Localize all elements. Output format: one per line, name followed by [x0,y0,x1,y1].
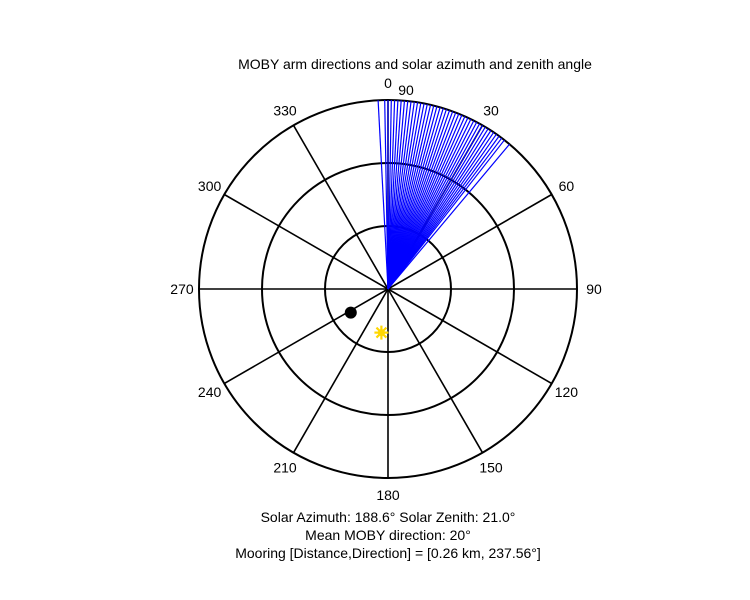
footer-solar-line: Solar Azimuth: 188.6° Solar Zenith: 21.0… [261,509,516,525]
spoke-300 [223,193,389,290]
solar-core [377,329,385,337]
spoke-330 [292,124,389,290]
chart-title: MOBY arm directions and solar azimuth an… [238,56,592,72]
angle-label-60: 60 [559,178,575,194]
mooring-marker [344,306,357,319]
spoke-210 [292,288,389,454]
spoke-120 [387,288,553,385]
angle-label-90: 90 [586,281,602,297]
angle-label-270: 270 [170,281,194,297]
angle-label-210: 210 [273,459,297,475]
arm-line [387,143,510,290]
spoke-240 [223,288,389,385]
moby-arm-directions [377,100,510,290]
angle-label-240: 240 [198,384,222,400]
footer-mooring-line: Mooring [Distance,Direction] = [0.26 km,… [235,545,541,561]
angle-label-300: 300 [198,178,222,194]
footer-moby-line: Mean MOBY direction: 20° [305,527,471,543]
angle-label-330: 330 [273,103,297,119]
spoke-150 [387,288,484,454]
angle-label-0: 0 [384,75,392,91]
angle-label-150: 150 [479,459,503,475]
angle-label-180: 180 [376,487,400,503]
markers [344,306,389,340]
angle-label-30: 30 [483,103,499,119]
arm-line [377,100,389,290]
arm-line [387,139,505,290]
angular-tick-labels: 0 30 60 90 120 150 180 210 240 270 300 330 [170,75,602,503]
angle-label-120: 120 [555,384,579,400]
spoke-60 [387,193,553,290]
radial-tick-label: 90 [398,82,414,98]
solar-marker [374,325,389,340]
